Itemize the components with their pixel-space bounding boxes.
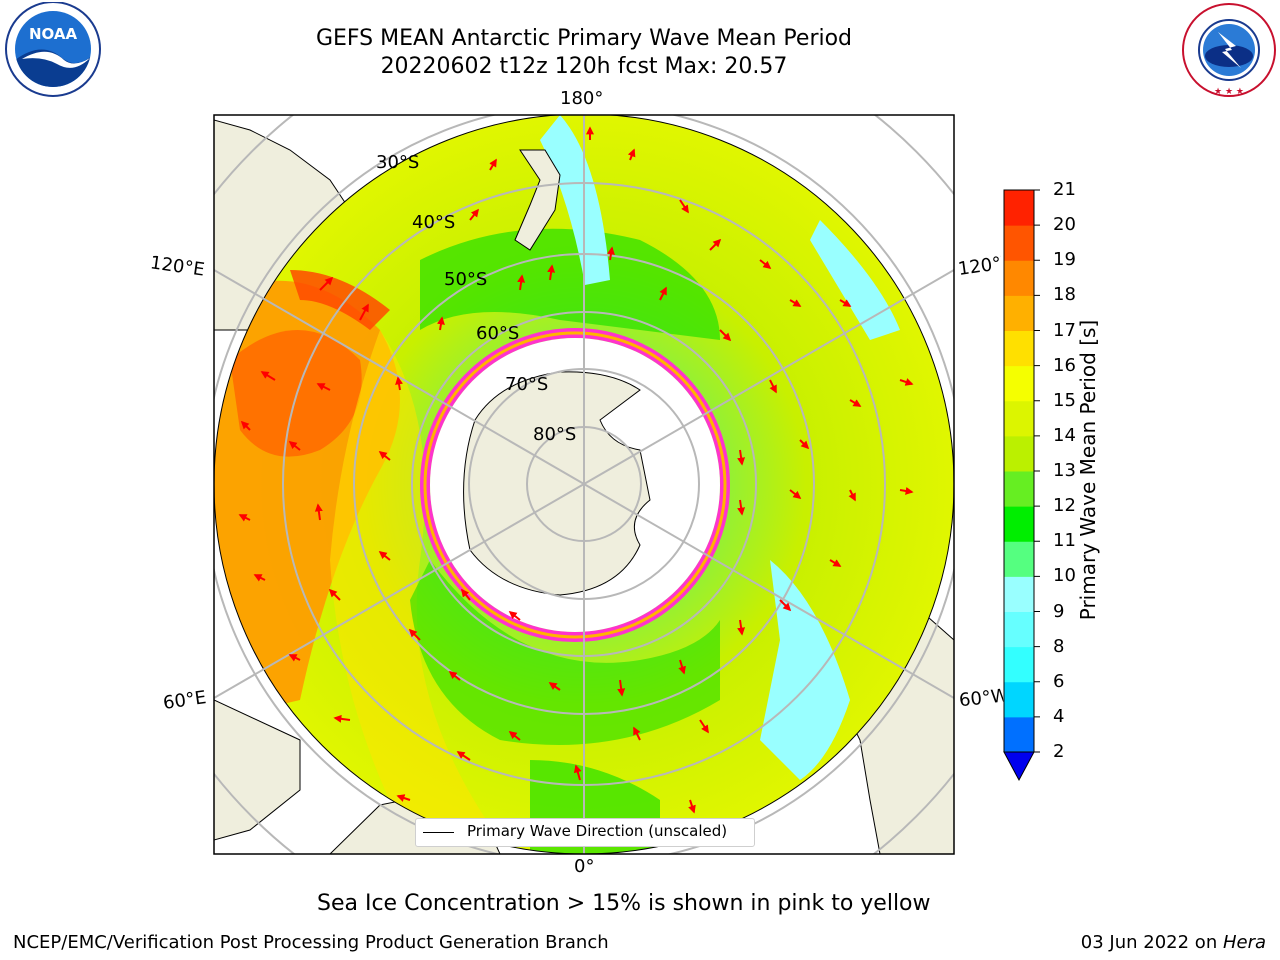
nws-logo: ★ ★ ★ — [1182, 3, 1276, 97]
map-legend: Primary Wave Direction (unscaled) — [415, 818, 755, 847]
plot-title-line1: GEFS MEAN Antarctic Primary Wave Mean Pe… — [315, 26, 853, 51]
colorbar-tick-label: 6 — [1053, 670, 1065, 692]
lat-label-30s: 30°S — [376, 152, 420, 173]
colorbar-tick-label: 2 — [1053, 741, 1065, 762]
colorbar-label: Primary Wave Mean Period [s] — [1076, 319, 1100, 621]
lat-label-60s: 60°S — [476, 323, 520, 344]
colorbar-segment — [1004, 471, 1034, 507]
svg-text:★ ★ ★: ★ ★ ★ — [1214, 87, 1244, 97]
colorbar-segment — [1004, 681, 1034, 718]
colorbar-segment — [1004, 260, 1034, 296]
colorbar-tick-label: 18 — [1053, 284, 1076, 306]
colorbar — [1003, 189, 1040, 782]
wave-direction-arrows — [238, 126, 914, 814]
colorbar-segment — [1004, 330, 1034, 367]
colorbar-tick-label: 14 — [1053, 424, 1076, 446]
map-frame — [213, 114, 955, 855]
new-zealand-landmass — [514, 149, 561, 251]
colorbar-segment — [1004, 576, 1034, 612]
colorbar-extend-arrow — [1003, 751, 1035, 782]
footer-right: 03 Jun 2022 on Hera — [1081, 932, 1266, 953]
colorbar-tick-label: 16 — [1053, 354, 1076, 376]
footer-left: NCEP/EMC/Verification Post Processing Pr… — [13, 932, 609, 953]
colorbar-tick-label: 20 — [1053, 214, 1076, 236]
colorbar-segment — [1004, 435, 1034, 472]
legend-label: Primary Wave Direction (unscaled) — [467, 822, 728, 840]
colorbar-tick-label: 21 — [1053, 179, 1076, 200]
graticule — [214, 115, 954, 854]
colorbar-tick-label: 15 — [1053, 389, 1076, 411]
colorbar-segment — [1004, 506, 1034, 542]
lat-label-80s: 80°S — [533, 424, 577, 445]
lon-label-180: 180° — [560, 88, 604, 109]
noaa-logo: NOAA — [5, 2, 101, 97]
colorbar-segment — [1004, 646, 1034, 683]
plot-title-line2: 20220602 t12z 120h fcst Max: 20.57 — [380, 54, 788, 79]
colorbar-tick-label: 9 — [1053, 600, 1065, 622]
lat-label-70s: 70°S — [505, 374, 549, 395]
colorbar-tick-label: 13 — [1053, 460, 1076, 481]
colorbar-segment — [1004, 225, 1034, 261]
noaa-logo-text: NOAA — [29, 25, 78, 43]
colorbar-tick-label: 12 — [1053, 495, 1076, 517]
colorbar-tick-label: 17 — [1053, 319, 1076, 341]
colorbar-segment — [1004, 365, 1034, 402]
colorbar-segment — [1004, 716, 1034, 753]
colorbar-segment — [1004, 400, 1034, 437]
legend-line-swatch — [423, 832, 454, 833]
colorbar-tick-label: 11 — [1053, 530, 1076, 552]
colorbar-segment — [1004, 541, 1034, 577]
colorbar-tick-label: 10 — [1053, 565, 1076, 587]
footer-date: 03 Jun 2022 on — [1080, 932, 1223, 953]
footer-machine: Hera — [1222, 932, 1266, 953]
colorbar-tick-label: 19 — [1053, 249, 1076, 271]
colorbar-segment — [1004, 611, 1034, 648]
lon-label-0: 0° — [574, 856, 595, 877]
lat-label-40s: 40°S — [412, 212, 456, 233]
colorbar-tick-label: 4 — [1053, 705, 1065, 727]
colorbar-tick-label: 8 — [1053, 635, 1065, 657]
lat-label-50s: 50°S — [444, 269, 488, 290]
madagascar-landmass — [214, 699, 301, 841]
colorbar-segment — [1004, 295, 1034, 331]
colorbar-segment — [1004, 190, 1034, 226]
sea-ice-caption: Sea Ice Concentration > 15% is shown in … — [317, 891, 931, 916]
